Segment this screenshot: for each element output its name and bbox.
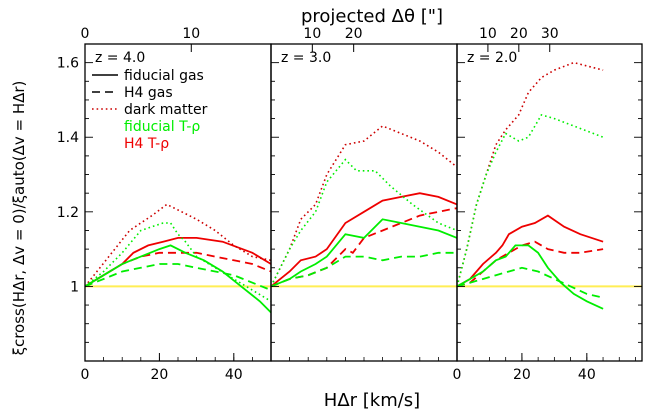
legend-label-3: dark matter (124, 102, 208, 118)
top-tick-label: 10 (303, 26, 321, 42)
x-tick-label: 40 (578, 367, 596, 383)
x-tick-label: 0 (453, 367, 462, 383)
panel-1: z = 4.0 0 20 40 0 10 1 1.2 1.4 1.6 (57, 26, 272, 383)
panel-label: z = 4.0 (95, 50, 145, 66)
series-line-4 (456, 266, 604, 299)
panel-frame (270, 43, 458, 362)
x-tick-label: 20 (513, 367, 531, 383)
legend-label-2: H4 gas (124, 85, 173, 101)
panel-3: z = 2.0 0 20 40 10 20 30 (453, 26, 643, 383)
series-line-2 (456, 240, 604, 288)
series-line-1 (456, 214, 604, 288)
series-line-3 (84, 203, 272, 287)
y-tick-label: 1.4 (57, 130, 79, 146)
bottom-axis-title: HΔr [km/s] (324, 390, 420, 411)
y-tick-label: 1 (70, 279, 79, 295)
top-tick-label: 10 (479, 26, 497, 42)
legend-label-1: fiducial gas (124, 68, 204, 84)
top-tick-label: 30 (541, 26, 559, 42)
series-line-6 (84, 222, 272, 302)
top-tick-label: 20 (510, 26, 528, 42)
series-line-5 (270, 125, 458, 287)
series-line-3 (456, 244, 604, 310)
panel-frame (456, 43, 643, 362)
y-tick-label: 1.6 (57, 56, 79, 72)
series-line-2 (270, 207, 458, 288)
y-axis-title: ξcross(HΔr, Δv = 0)/ξauto(Δv = HΔr) (10, 81, 28, 356)
top-axis-title: projected Δθ ["] (301, 6, 443, 27)
series-line-4 (84, 244, 272, 314)
x-tick-label: 0 (81, 367, 90, 383)
x-tick-label: 40 (225, 367, 243, 383)
legend-label-5: H4 T-ρ (124, 136, 169, 152)
x-tick-label: 20 (150, 367, 168, 383)
y-tick-label: 1.2 (57, 205, 79, 221)
panel-label: z = 2.0 (467, 50, 517, 66)
series-line-5 (456, 61, 604, 287)
series-line-3 (270, 251, 457, 288)
series-line-1 (270, 192, 458, 288)
panel-label: z = 3.0 (281, 50, 331, 66)
legend-label-4: fiducial T-ρ (124, 119, 200, 135)
series-line-6 (456, 113, 604, 287)
top-tick-label: 20 (345, 26, 363, 42)
panel-2: z = 3.0 10 20 (270, 26, 458, 362)
series-line-5 (84, 263, 272, 291)
series-line-4 (270, 218, 458, 288)
top-tick-label: 0 (81, 26, 90, 42)
top-tick-label: 10 (182, 26, 200, 42)
series-line-2 (84, 251, 272, 288)
